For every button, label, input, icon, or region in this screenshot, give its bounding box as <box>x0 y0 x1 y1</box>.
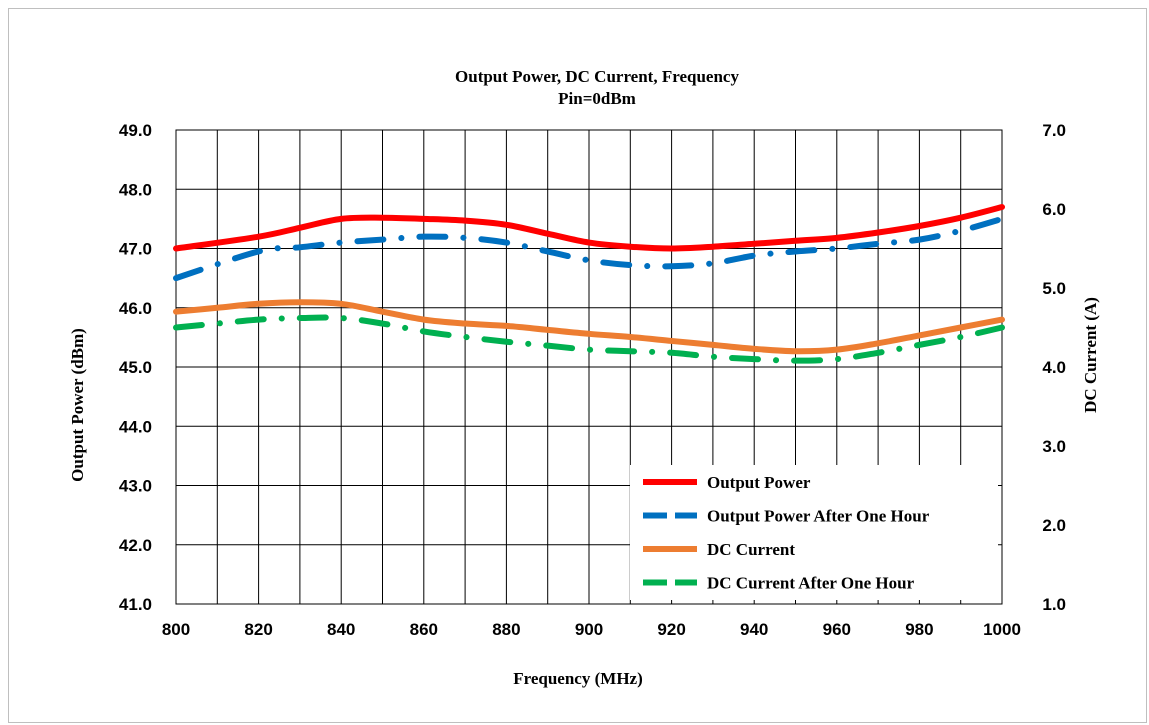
series-layer <box>173 204 1005 364</box>
series-line-3 <box>173 299 1005 355</box>
y2-tick-label: 2.0 <box>1042 516 1066 535</box>
y-tick-label: 44.0 <box>119 417 152 436</box>
x-tick-label: 980 <box>905 620 933 639</box>
series-line-1 <box>173 204 1005 252</box>
chart-subtitle: Pin=0dBm <box>558 89 636 108</box>
legend-label-2: Output Power After One Hour <box>707 507 930 526</box>
x-tick-label: 840 <box>327 620 355 639</box>
y2-tick-label: 3.0 <box>1042 437 1066 456</box>
series-line-4 <box>173 314 1005 364</box>
y-axis-label: Output Power (dBm) <box>68 328 87 482</box>
legend-box <box>630 465 998 600</box>
x-tick-label: 860 <box>410 620 438 639</box>
y-tick-label: 46.0 <box>119 299 152 318</box>
y2-tick-label: 1.0 <box>1042 595 1066 614</box>
legend-label-3: DC Current <box>707 540 795 559</box>
x-tick-label: 940 <box>740 620 768 639</box>
y2-tick-label: 7.0 <box>1042 121 1066 140</box>
y-tick-label: 43.0 <box>119 477 152 496</box>
x-tick-label: 960 <box>823 620 851 639</box>
y-tick-label: 48.0 <box>119 180 152 199</box>
legend-label-1: Output Power <box>707 473 811 492</box>
y2-tick-label: 5.0 <box>1042 279 1066 298</box>
x-tick-label: 880 <box>492 620 520 639</box>
series-line-2 <box>173 215 1005 282</box>
y2-tick-label: 6.0 <box>1042 200 1066 219</box>
y-tick-label: 45.0 <box>119 358 152 377</box>
y2-axis-label: DC Current (A) <box>1081 297 1100 413</box>
y-tick-label: 42.0 <box>119 536 152 555</box>
x-tick-label: 900 <box>575 620 603 639</box>
x-tick-label: 820 <box>244 620 272 639</box>
x-tick-label: 800 <box>162 620 190 639</box>
ticks-layer: 800 820 840 860 880 900 920 940 960 980 1000 41.0 42… <box>119 121 1066 639</box>
x-axis-label: Frequency (MHz) <box>513 669 643 688</box>
x-tick-label: 920 <box>657 620 685 639</box>
y-tick-label: 41.0 <box>119 595 152 614</box>
y2-tick-label: 4.0 <box>1042 358 1066 377</box>
chart-title: Output Power, DC Current, Frequency <box>455 67 739 86</box>
plot-area <box>175 129 1003 605</box>
y-tick-label: 49.0 <box>119 121 152 140</box>
x-tick-label: 1000 <box>983 620 1021 639</box>
legend-label-4: DC Current After One Hour <box>707 574 915 593</box>
y-tick-label: 47.0 <box>119 240 152 259</box>
legend: Output Power Output Power After One Hour D… <box>630 465 998 600</box>
